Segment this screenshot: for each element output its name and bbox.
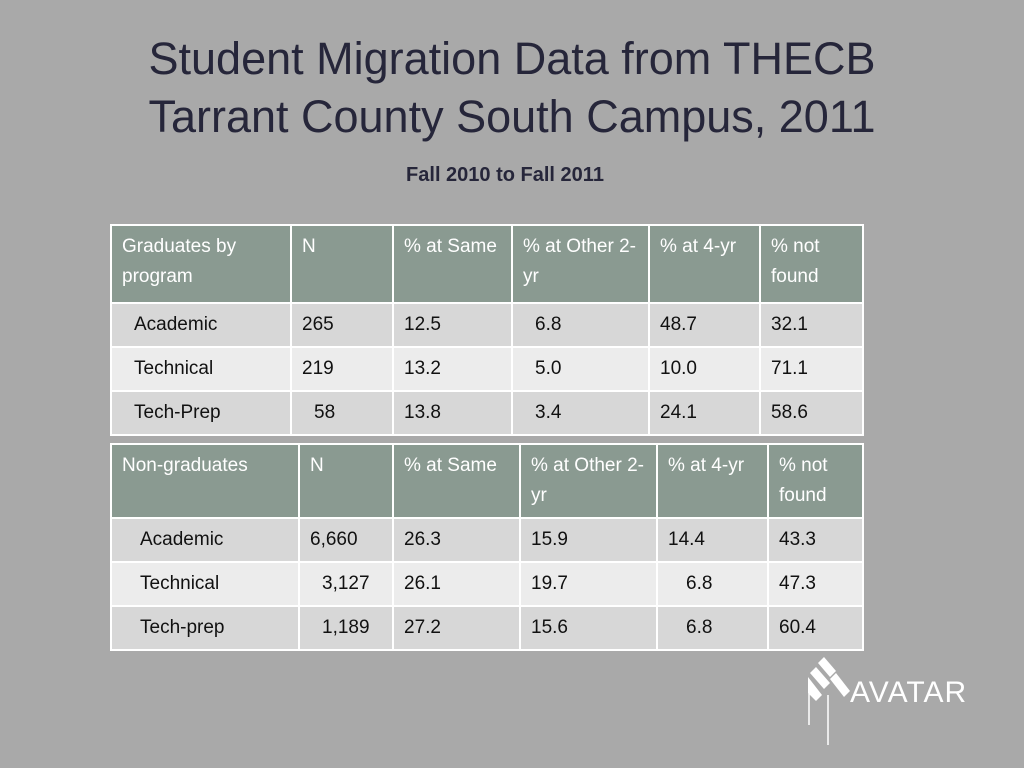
table-row: Technical 219 13.2 5.0 10.0 71.1 bbox=[110, 346, 864, 392]
table-header-row: Graduates by program N % at Same % at Ot… bbox=[110, 224, 864, 304]
avatar-logo-icon bbox=[808, 657, 850, 745]
cell-other-2yr: 5.0 bbox=[511, 346, 650, 392]
row-label: Academic bbox=[110, 302, 292, 348]
cell-not-found: 47.3 bbox=[767, 561, 864, 607]
cell-not-found: 58.6 bbox=[759, 390, 864, 436]
cell-4yr: 6.8 bbox=[656, 561, 769, 607]
cell-n: 58 bbox=[290, 390, 394, 436]
title-line-2: Tarrant County South Campus, 2011 bbox=[148, 91, 876, 142]
cell-4yr: 6.8 bbox=[656, 605, 769, 651]
cell-n: 3,127 bbox=[298, 561, 394, 607]
table-row: Technical 3,127 26.1 19.7 6.8 47.3 bbox=[110, 561, 864, 607]
cell-not-found: 43.3 bbox=[767, 517, 864, 563]
cell-other-2yr: 15.9 bbox=[519, 517, 658, 563]
cell-same: 27.2 bbox=[392, 605, 521, 651]
header-same: % at Same bbox=[392, 443, 521, 519]
header-n: N bbox=[298, 443, 394, 519]
title-line-1: Student Migration Data from THECB bbox=[148, 33, 876, 84]
header-other-2yr: % at Other 2-yr bbox=[519, 443, 658, 519]
header-4yr: % at 4-yr bbox=[648, 224, 761, 304]
cell-not-found: 32.1 bbox=[759, 302, 864, 348]
nongraduates-table: Non-graduates N % at Same % at Other 2-y… bbox=[110, 443, 864, 651]
cell-4yr: 48.7 bbox=[648, 302, 761, 348]
cell-n: 1,189 bbox=[298, 605, 394, 651]
table-row: Tech-Prep 58 13.8 3.4 24.1 58.6 bbox=[110, 390, 864, 436]
cell-other-2yr: 3.4 bbox=[511, 390, 650, 436]
cell-same: 13.8 bbox=[392, 390, 513, 436]
cell-4yr: 14.4 bbox=[656, 517, 769, 563]
cell-4yr: 10.0 bbox=[648, 346, 761, 392]
row-label: Tech-Prep bbox=[110, 390, 292, 436]
slide-title: Student Migration Data from THECB Tarran… bbox=[0, 30, 1024, 146]
header-not-found: % not found bbox=[767, 443, 864, 519]
cell-same: 26.3 bbox=[392, 517, 521, 563]
cell-4yr: 24.1 bbox=[648, 390, 761, 436]
cell-same: 12.5 bbox=[392, 302, 513, 348]
graduates-table: Graduates by program N % at Same % at Ot… bbox=[110, 224, 864, 436]
header-other-2yr: % at Other 2-yr bbox=[511, 224, 650, 304]
row-label: Academic bbox=[110, 517, 300, 563]
cell-other-2yr: 6.8 bbox=[511, 302, 650, 348]
cell-same: 13.2 bbox=[392, 346, 513, 392]
header-category: Non-graduates bbox=[110, 443, 300, 519]
header-4yr: % at 4-yr bbox=[656, 443, 769, 519]
row-label: Technical bbox=[110, 346, 292, 392]
cell-not-found: 71.1 bbox=[759, 346, 864, 392]
cell-n: 219 bbox=[290, 346, 394, 392]
table-row: Academic 265 12.5 6.8 48.7 32.1 bbox=[110, 302, 864, 348]
row-label: Technical bbox=[110, 561, 300, 607]
row-label: Tech-prep bbox=[110, 605, 300, 651]
cell-n: 265 bbox=[290, 302, 394, 348]
header-not-found: % not found bbox=[759, 224, 864, 304]
header-same: % at Same bbox=[392, 224, 513, 304]
cell-not-found: 60.4 bbox=[767, 605, 864, 651]
header-n: N bbox=[290, 224, 394, 304]
cell-n: 6,660 bbox=[298, 517, 394, 563]
slide-subtitle: Fall 2010 to Fall 2011 bbox=[406, 164, 604, 186]
table-row: Tech-prep 1,189 27.2 15.6 6.8 60.4 bbox=[110, 605, 864, 651]
cell-same: 26.1 bbox=[392, 561, 521, 607]
header-category: Graduates by program bbox=[110, 224, 292, 304]
table-header-row: Non-graduates N % at Same % at Other 2-y… bbox=[110, 443, 864, 519]
table-row: Academic 6,660 26.3 15.9 14.4 43.3 bbox=[110, 517, 864, 563]
cell-other-2yr: 19.7 bbox=[519, 561, 658, 607]
logo-wordmark: AVATAR bbox=[850, 676, 968, 709]
cell-other-2yr: 15.6 bbox=[519, 605, 658, 651]
